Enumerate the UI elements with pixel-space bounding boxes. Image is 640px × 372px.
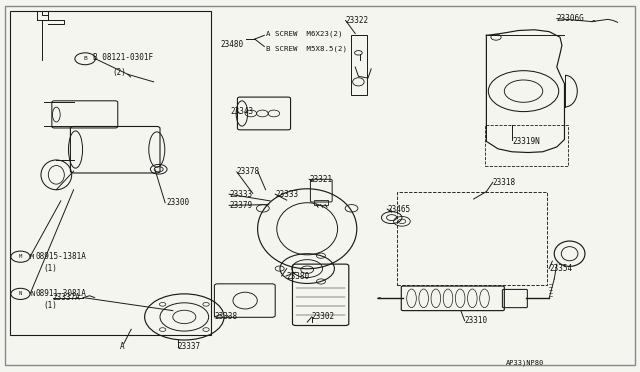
Bar <box>351 35 367 95</box>
Text: 23322: 23322 <box>346 16 369 25</box>
Text: 23306G: 23306G <box>557 14 584 23</box>
Text: 23337: 23337 <box>178 342 201 351</box>
Text: 23380: 23380 <box>286 272 309 280</box>
Text: M: M <box>30 254 35 260</box>
Text: 08911-3081A: 08911-3081A <box>35 289 86 298</box>
Text: N: N <box>30 291 35 297</box>
Text: 23354: 23354 <box>549 264 572 273</box>
Text: M: M <box>19 254 22 259</box>
Text: 23343: 23343 <box>230 107 253 116</box>
Text: (1): (1) <box>44 301 58 310</box>
Text: AP33)NP80: AP33)NP80 <box>506 359 544 366</box>
Text: 23333: 23333 <box>275 190 298 199</box>
Text: 23300: 23300 <box>166 198 189 207</box>
Text: 23379: 23379 <box>229 201 252 210</box>
Text: 23321: 23321 <box>309 175 332 184</box>
Text: 23333: 23333 <box>229 190 252 199</box>
Text: A: A <box>120 342 125 351</box>
Bar <box>10 11 211 335</box>
Text: 23465: 23465 <box>387 205 410 214</box>
Text: (2): (2) <box>112 68 126 77</box>
Bar <box>314 200 328 205</box>
Text: N: N <box>19 291 22 296</box>
Text: B 08121-0301F: B 08121-0301F <box>93 53 153 62</box>
Text: 23338: 23338 <box>214 312 237 321</box>
Text: A SCREW  M6X23(2): A SCREW M6X23(2) <box>266 30 342 37</box>
Text: 23480: 23480 <box>221 40 244 49</box>
Text: 23302: 23302 <box>312 312 335 321</box>
Text: B: B <box>83 56 87 61</box>
Text: 23318: 23318 <box>493 178 516 187</box>
Text: 23319N: 23319N <box>512 137 540 146</box>
Bar <box>485 125 568 166</box>
Text: (1): (1) <box>44 264 58 273</box>
Text: 23378: 23378 <box>237 167 260 176</box>
Text: 23310: 23310 <box>465 316 488 325</box>
Text: B SCREW  M5X8.5(2): B SCREW M5X8.5(2) <box>266 45 347 52</box>
Bar <box>397 192 547 285</box>
Text: 23337A: 23337A <box>52 293 80 302</box>
Text: 08915-1381A: 08915-1381A <box>35 252 86 261</box>
